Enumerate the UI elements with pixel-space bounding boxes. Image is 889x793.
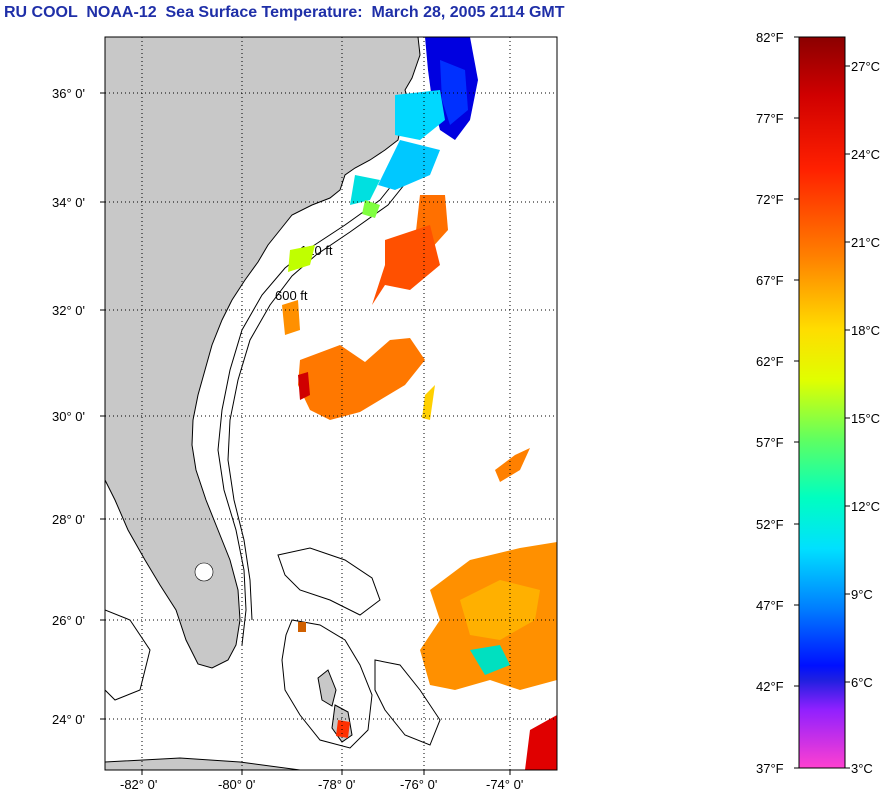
lon-label: -78° 0' bbox=[318, 777, 355, 792]
lat-label: 32° 0' bbox=[52, 303, 85, 318]
colorbar-c-label: 6°C bbox=[851, 675, 873, 690]
sst-pixels bbox=[282, 37, 557, 770]
colorbar-c-label: 24°C bbox=[851, 147, 880, 162]
graticule bbox=[105, 37, 557, 770]
colorbar-c-label: 27°C bbox=[851, 59, 880, 74]
colorbar-f-label: 67°F bbox=[756, 273, 784, 288]
lat-label: 24° 0' bbox=[52, 712, 85, 727]
colorbar-ticks bbox=[794, 36, 850, 769]
land-mainland bbox=[105, 37, 421, 669]
lon-label: -74° 0' bbox=[486, 777, 523, 792]
colorbar-f-label: 42°F bbox=[756, 679, 784, 694]
colorbar-c-label: 12°C bbox=[851, 499, 880, 514]
lat-label: 28° 0' bbox=[52, 512, 85, 527]
colorbar bbox=[798, 36, 846, 769]
colorbar-c-label: 3°C bbox=[851, 761, 873, 776]
lon-label: -80° 0' bbox=[218, 777, 255, 792]
colorbar-c-label: 9°C bbox=[851, 587, 873, 602]
colorbar-f-label: 57°F bbox=[756, 435, 784, 450]
colorbar-f-label: 62°F bbox=[756, 354, 784, 369]
colorbar-c-label: 15°C bbox=[851, 411, 880, 426]
page-title: RU COOL NOAA-12 Sea Surface Temperature:… bbox=[4, 4, 565, 21]
lat-label: 34° 0' bbox=[52, 195, 85, 210]
isobath-label: 600 ft bbox=[275, 288, 308, 303]
lat-label: 26° 0' bbox=[52, 613, 85, 628]
lat-ticks bbox=[100, 92, 511, 775]
lon-label: -82° 0' bbox=[120, 777, 157, 792]
colorbar-f-label: 52°F bbox=[756, 517, 784, 532]
land-cuba bbox=[105, 757, 301, 770]
lake-okeechobee bbox=[194, 562, 214, 582]
colorbar-f-label: 77°F bbox=[756, 111, 784, 126]
colorbar-c-label: 18°C bbox=[851, 323, 880, 338]
map-frame bbox=[104, 36, 558, 771]
colorbar-c-label: 21°C bbox=[851, 235, 880, 250]
colorbar-f-label: 72°F bbox=[756, 192, 784, 207]
colorbar-f-label: 82°F bbox=[756, 30, 784, 45]
lat-label: 30° 0' bbox=[52, 409, 85, 424]
lon-label: -76° 0' bbox=[400, 777, 437, 792]
bahamas-bank-contour bbox=[105, 547, 441, 749]
colorbar-f-label: 47°F bbox=[756, 598, 784, 613]
isobath-contour bbox=[217, 159, 413, 646]
lat-label: 36° 0' bbox=[52, 86, 85, 101]
colorbar-f-label: 37°F bbox=[756, 761, 784, 776]
